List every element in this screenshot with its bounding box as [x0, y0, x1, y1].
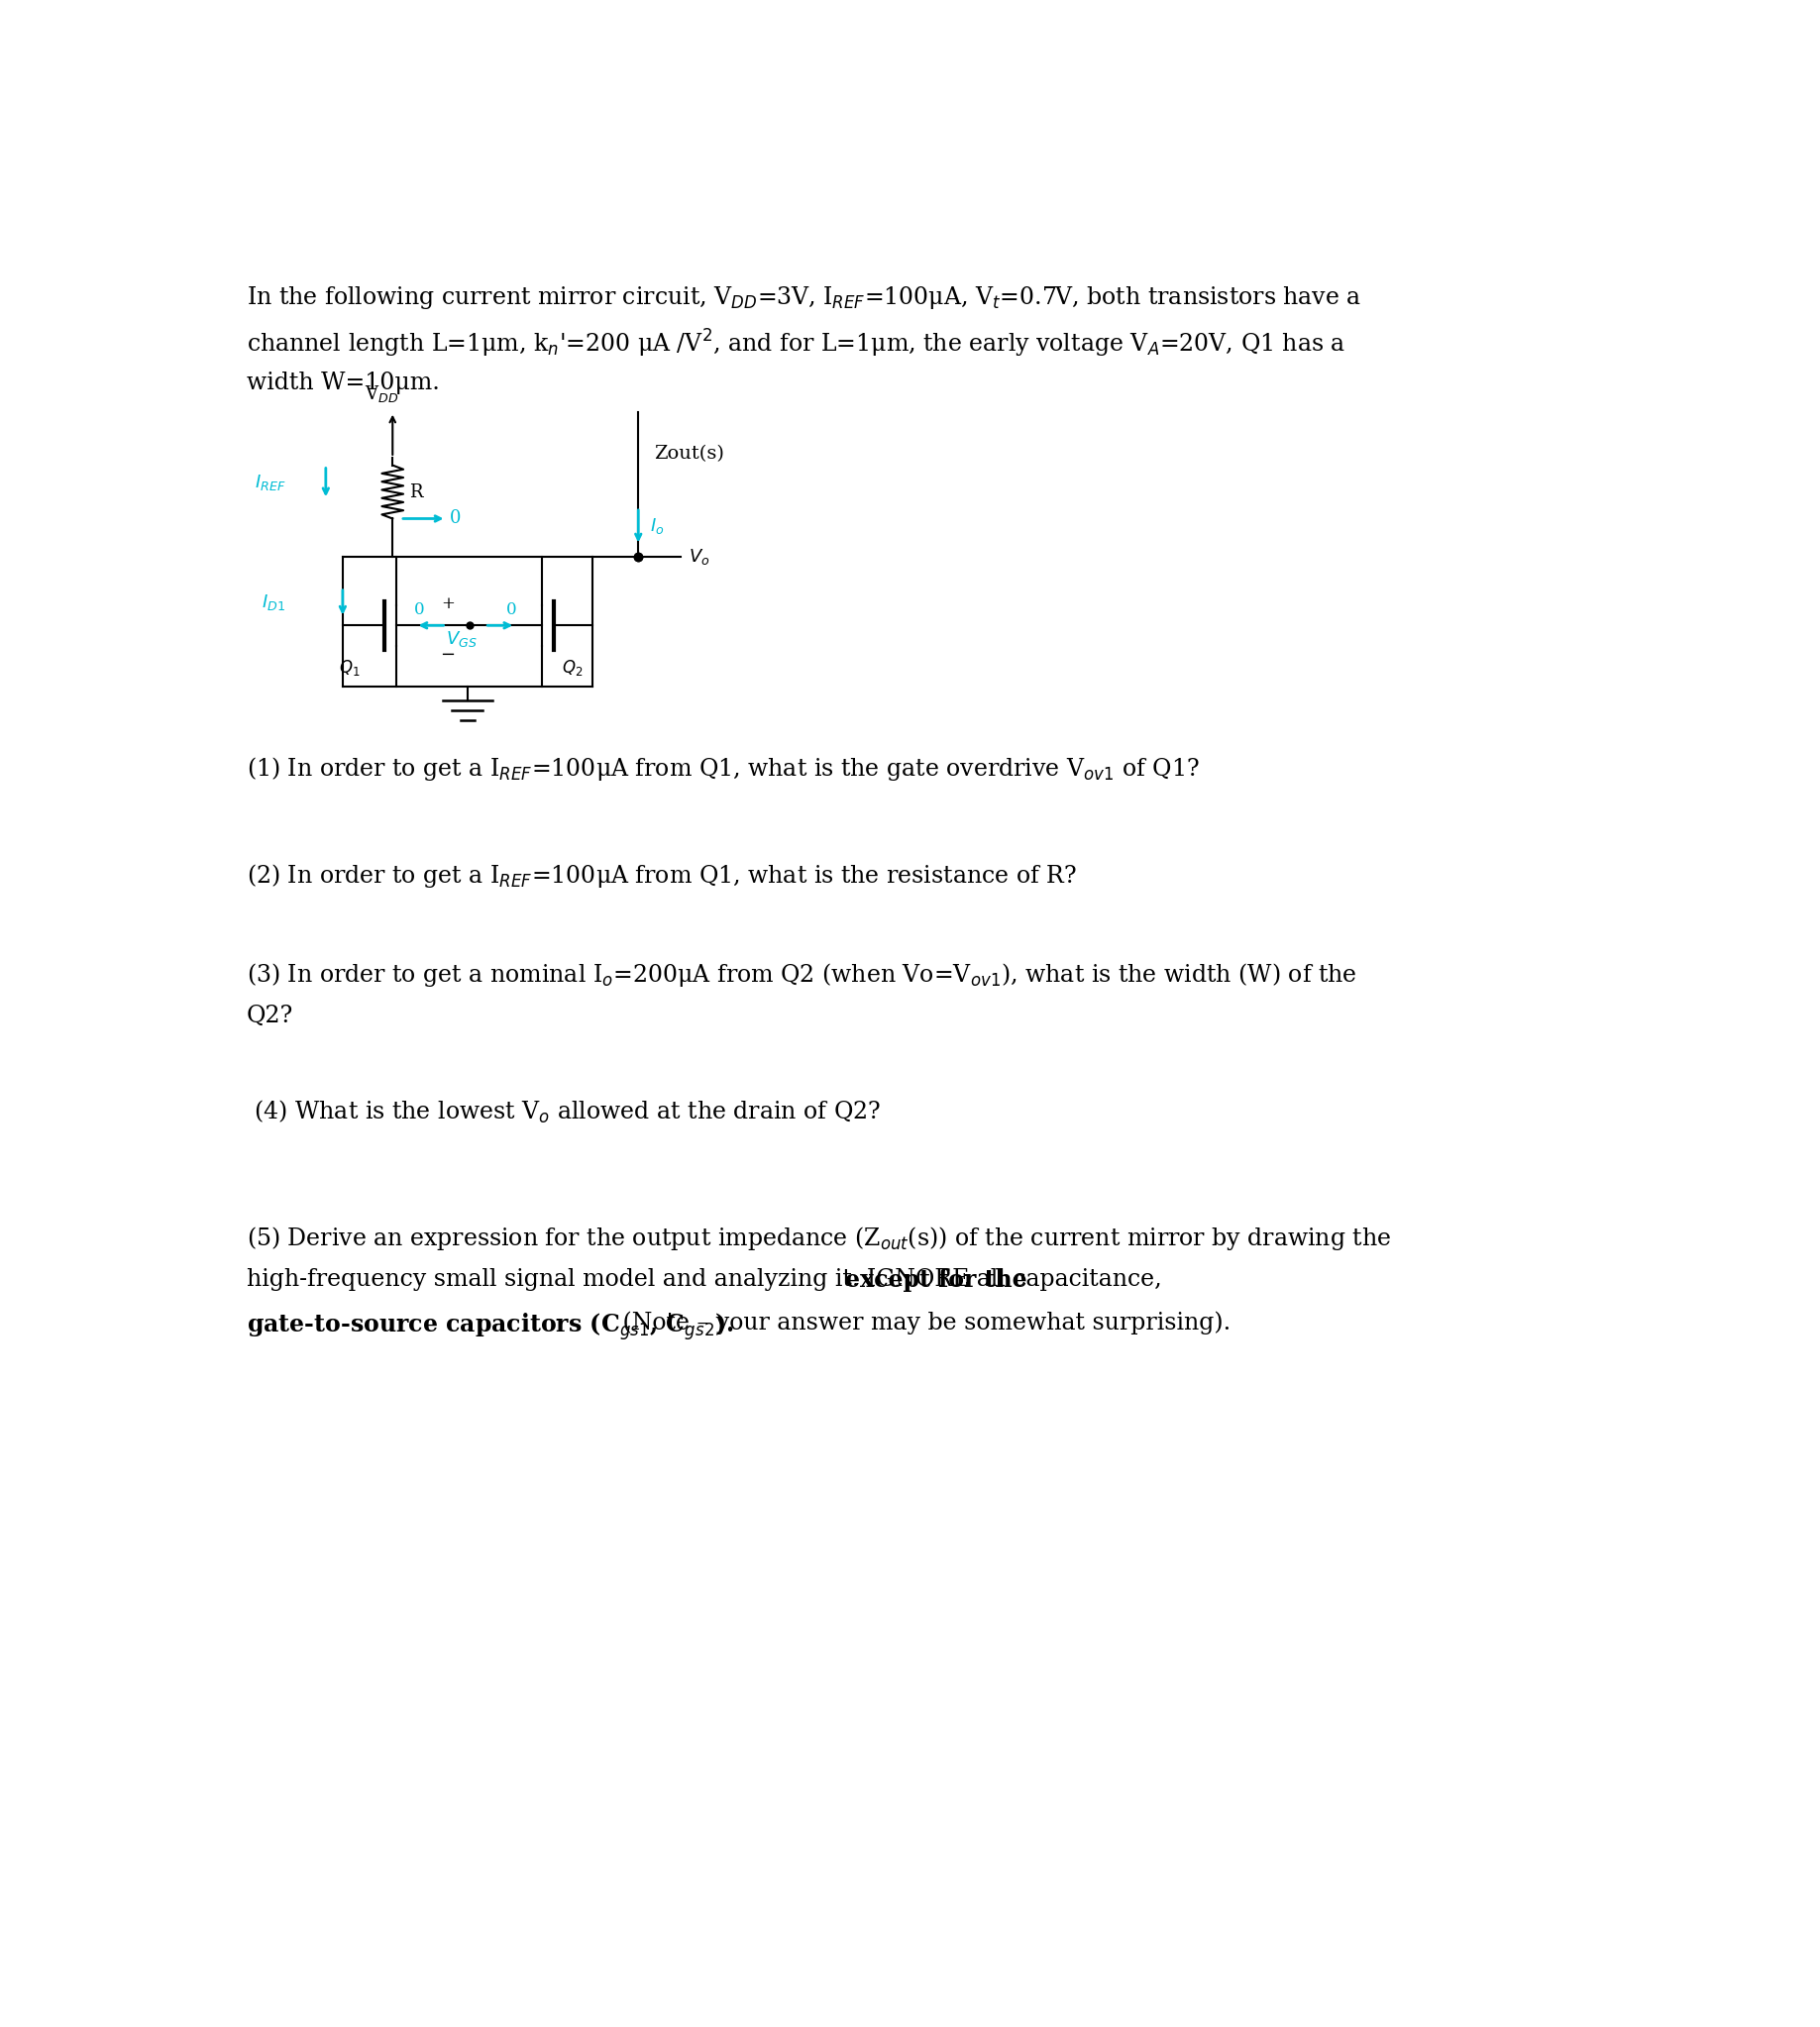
Text: Q2?: Q2?: [248, 1005, 293, 1028]
Text: (5) Derive an expression for the output impedance (Z$_{out}$(s)) of the current : (5) Derive an expression for the output …: [248, 1224, 1390, 1253]
Text: (3) In order to get a nominal I$_o$=200μA from Q2 (when Vo=V$_{ov1}$), what is t: (3) In order to get a nominal I$_o$=200μ…: [248, 961, 1358, 989]
Text: $I_{D1}$: $I_{D1}$: [262, 592, 286, 612]
Text: except for the: except for the: [846, 1267, 1028, 1291]
Text: $I_{REF}$: $I_{REF}$: [255, 472, 286, 493]
Text: In the following current mirror circuit, V$_{DD}$=3V, I$_{REF}$=100μA, V$_t$=0.7: In the following current mirror circuit,…: [248, 284, 1361, 312]
Text: (Note – your answer may be somewhat surprising).: (Note – your answer may be somewhat surp…: [615, 1311, 1230, 1334]
Text: high-frequency small signal model and analyzing it. IGNORE all capacitance,: high-frequency small signal model and an…: [248, 1267, 1168, 1291]
Text: 0: 0: [450, 509, 462, 527]
Text: (4) What is the lowest V$_o$ allowed at the drain of Q2?: (4) What is the lowest V$_o$ allowed at …: [248, 1099, 881, 1125]
Text: $Q_2$: $Q_2$: [562, 657, 582, 677]
Text: Zout(s): Zout(s): [653, 444, 724, 462]
Text: 0: 0: [506, 600, 517, 618]
Text: $V_{GS}$: $V_{GS}$: [446, 628, 477, 649]
Text: (2) In order to get a I$_{REF}$=100μA from Q1, what is the resistance of R?: (2) In order to get a I$_{REF}$=100μA fr…: [248, 861, 1077, 890]
Text: $V_o$: $V_o$: [688, 547, 710, 568]
Text: V$_{DD}$: V$_{DD}$: [364, 383, 399, 403]
Text: −: −: [440, 645, 455, 663]
Text: width W=10μm.: width W=10μm.: [248, 371, 440, 393]
Text: (1) In order to get a I$_{REF}$=100μA from Q1, what is the gate overdrive V$_{ov: (1) In order to get a I$_{REF}$=100μA fr…: [248, 756, 1199, 782]
Text: +: +: [440, 596, 455, 612]
Text: channel length L=1μm, k$_n$'=200 μA /V$^2$, and for L=1μm, the early voltage V$_: channel length L=1μm, k$_n$'=200 μA /V$^…: [248, 328, 1345, 361]
Text: R: R: [410, 482, 422, 501]
Text: $I_o$: $I_o$: [650, 517, 664, 537]
Text: gate-to-source capacitors (C$_{gs1}$, C$_{gs2}$).: gate-to-source capacitors (C$_{gs1}$, C$…: [248, 1311, 733, 1342]
Text: $Q_1$: $Q_1$: [339, 657, 360, 677]
Text: 0: 0: [415, 600, 424, 618]
